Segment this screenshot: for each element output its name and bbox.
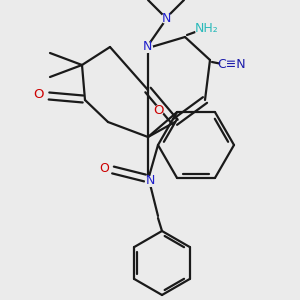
Text: N: N: [161, 11, 171, 25]
Text: O: O: [99, 161, 109, 175]
Text: N: N: [145, 175, 155, 188]
Text: O: O: [153, 103, 163, 116]
Text: NH₂: NH₂: [195, 22, 219, 35]
Text: N: N: [142, 40, 152, 53]
Text: C≡N: C≡N: [218, 58, 246, 71]
Text: O: O: [33, 88, 43, 101]
